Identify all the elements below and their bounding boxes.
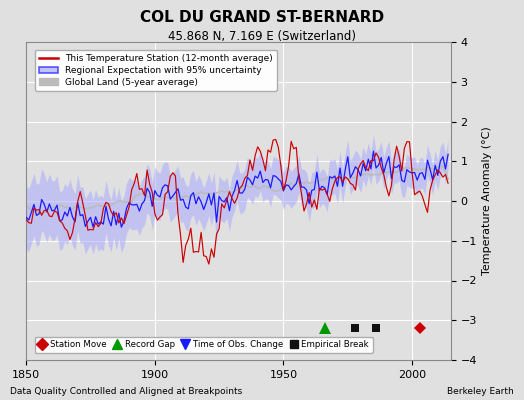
Y-axis label: Temperature Anomaly (°C): Temperature Anomaly (°C) bbox=[483, 127, 493, 275]
Text: Berkeley Earth: Berkeley Earth bbox=[447, 387, 514, 396]
Text: 45.868 N, 7.169 E (Switzerland): 45.868 N, 7.169 E (Switzerland) bbox=[168, 30, 356, 43]
Text: Data Quality Controlled and Aligned at Breakpoints: Data Quality Controlled and Aligned at B… bbox=[10, 387, 243, 396]
Legend: Station Move, Record Gap, Time of Obs. Change, Empirical Break: Station Move, Record Gap, Time of Obs. C… bbox=[35, 337, 373, 352]
Text: COL DU GRAND ST-BERNARD: COL DU GRAND ST-BERNARD bbox=[140, 10, 384, 25]
